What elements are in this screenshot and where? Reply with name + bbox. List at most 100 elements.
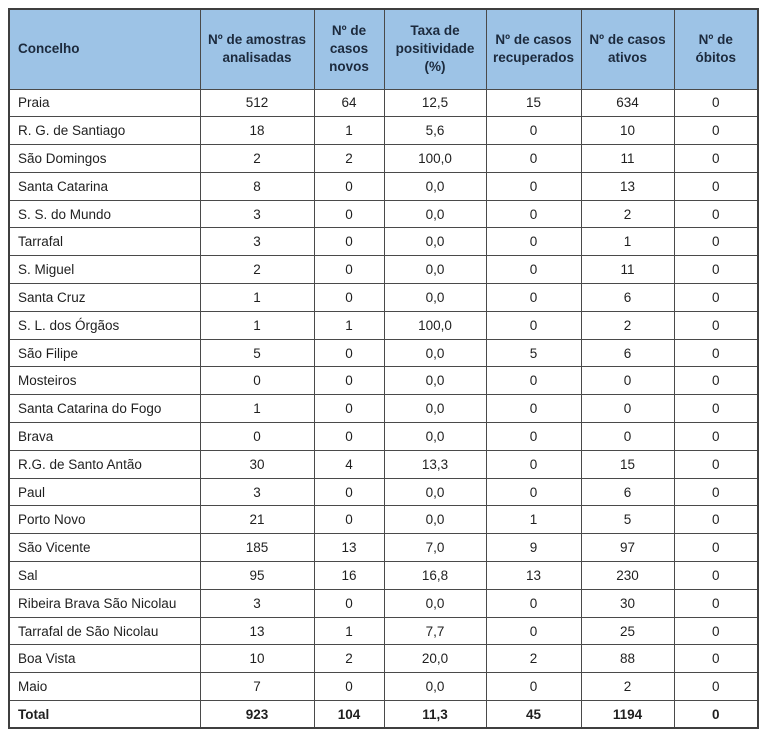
concelho-cell: Santa Catarina [8, 171, 201, 201]
column-header-casos-recuperados: Nº de casos recuperados [485, 8, 582, 90]
value-cell: 2 [580, 310, 675, 340]
value-cell: 0 [485, 144, 582, 173]
value-cell: 0 [673, 338, 759, 368]
table-row: R. G. de Santiago 18 1 5,6 0 10 0 [8, 116, 759, 146]
value-cell: 0 [580, 422, 675, 451]
value-cell: 0 [313, 199, 385, 229]
value-cell: 0 [313, 366, 385, 396]
value-cell: 0,0 [383, 283, 487, 312]
value-cell: 15 [485, 88, 582, 118]
value-cell: 923 [199, 700, 315, 729]
value-cell: 0,0 [383, 227, 487, 257]
concelho-cell: S. S. do Mundo [8, 199, 201, 229]
value-cell: 0 [673, 171, 759, 201]
concelho-cell: Porto Novo [8, 505, 201, 535]
concelho-cell: S. L. dos Órgãos [8, 310, 201, 340]
table-body: Praia 512 64 12,5 15 634 0 R. G. de Santiago 18 1… [8, 88, 759, 729]
value-cell: 64 [313, 88, 385, 118]
value-cell: 512 [199, 88, 315, 118]
value-cell: 1 [485, 505, 582, 535]
concelho-cell: São Domingos [8, 144, 201, 173]
value-cell: 0,0 [383, 394, 487, 424]
value-cell: 0 [485, 199, 582, 229]
value-cell: 0 [313, 227, 385, 257]
value-cell: 6 [580, 338, 675, 368]
table-row: Santa Catarina 8 0 0,0 0 13 0 [8, 171, 759, 201]
value-cell: 1 [580, 227, 675, 257]
value-cell: 0 [485, 116, 582, 146]
value-cell: 10 [580, 116, 675, 146]
concelho-cell: Tarrafal [8, 227, 201, 257]
table-row: São Filipe 5 0 0,0 5 6 0 [8, 338, 759, 368]
value-cell: 0 [313, 283, 385, 312]
value-cell: 2 [313, 644, 385, 674]
value-cell: 1194 [580, 700, 675, 729]
value-cell: 100,0 [383, 144, 487, 173]
value-cell: 0,0 [383, 505, 487, 535]
concelho-cell: Brava [8, 422, 201, 451]
value-cell: 0 [673, 227, 759, 257]
value-cell: 2 [580, 199, 675, 229]
table-row: Porto Novo 21 0 0,0 1 5 0 [8, 505, 759, 535]
concelho-cell: São Filipe [8, 338, 201, 368]
value-cell: 6 [580, 283, 675, 312]
value-cell: 13 [313, 533, 385, 563]
table-row: Santa Cruz 1 0 0,0 0 6 0 [8, 283, 759, 312]
value-cell: 0 [313, 588, 385, 618]
table-row: R.G. de Santo Antão 30 4 13,3 0 15 0 [8, 449, 759, 479]
value-cell: 0 [313, 255, 385, 285]
value-cell: 100,0 [383, 310, 487, 340]
value-cell: 4 [313, 449, 385, 479]
value-cell: 0,0 [383, 199, 487, 229]
covid-municipal-stats-table: Concelho Nº de amostras analisadas Nº de… [8, 8, 759, 730]
concelho-cell: Praia [8, 88, 201, 118]
value-cell: 30 [580, 588, 675, 618]
value-cell: 0,0 [383, 255, 487, 285]
value-cell: 21 [199, 505, 315, 535]
value-cell: 0 [580, 394, 675, 424]
column-header-concelho: Concelho [8, 8, 201, 90]
value-cell: 0 [673, 449, 759, 479]
concelho-cell: Sal [8, 561, 201, 590]
table-row: Tarrafal de São Nicolau 13 1 7,7 0 25 0 [8, 616, 759, 646]
value-cell: 16 [313, 561, 385, 590]
value-cell: 88 [580, 644, 675, 674]
value-cell: 0 [485, 366, 582, 396]
value-cell: 0 [673, 700, 759, 729]
value-cell: 0 [673, 88, 759, 118]
value-cell: 13 [199, 616, 315, 646]
value-cell: 1 [313, 616, 385, 646]
value-cell: 11 [580, 255, 675, 285]
concelho-cell: R.G. de Santo Antão [8, 449, 201, 479]
value-cell: 0 [199, 422, 315, 451]
table-row: Santa Catarina do Fogo 1 0 0,0 0 0 0 [8, 394, 759, 424]
value-cell: 1 [199, 394, 315, 424]
concelho-cell: Mosteiros [8, 366, 201, 396]
value-cell: 0 [580, 366, 675, 396]
value-cell: 0 [485, 171, 582, 201]
value-cell: 0 [673, 561, 759, 590]
table-row: Ribeira Brava São Nicolau 3 0 0,0 0 30 0 [8, 588, 759, 618]
value-cell: 3 [199, 588, 315, 618]
value-cell: 0 [673, 394, 759, 424]
value-cell: 0 [485, 477, 582, 507]
value-cell: 5 [580, 505, 675, 535]
value-cell: 2 [313, 144, 385, 173]
table-row: Brava 0 0 0,0 0 0 0 [8, 422, 759, 451]
value-cell: 8 [199, 171, 315, 201]
value-cell: 0 [485, 449, 582, 479]
value-cell: 45 [485, 700, 582, 729]
value-cell: 9 [485, 533, 582, 563]
value-cell: 0,0 [383, 588, 487, 618]
value-cell: 0 [485, 227, 582, 257]
concelho-cell: Santa Cruz [8, 283, 201, 312]
value-cell: 2 [199, 255, 315, 285]
value-cell: 0 [673, 644, 759, 674]
value-cell: 13 [580, 171, 675, 201]
table-row: Mosteiros 0 0 0,0 0 0 0 [8, 366, 759, 396]
value-cell: 1 [199, 310, 315, 340]
value-cell: 2 [485, 644, 582, 674]
value-cell: 0 [673, 588, 759, 618]
value-cell: 3 [199, 227, 315, 257]
value-cell: 7 [199, 672, 315, 702]
